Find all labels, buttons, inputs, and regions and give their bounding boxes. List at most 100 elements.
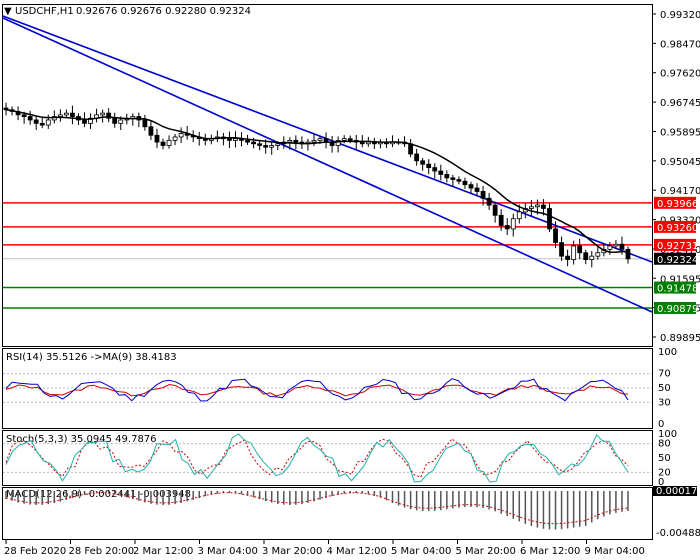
candle-body: [82, 119, 87, 124]
candle-body: [70, 112, 75, 117]
ohlc-values: 0.92676 0.92676 0.92280 0.92324: [76, 6, 251, 17]
candle-body: [414, 153, 420, 162]
candle-body: [474, 187, 480, 192]
main-chart-frame[interactable]: [2, 4, 653, 347]
candle-body: [287, 139, 293, 143]
candle-body: [45, 119, 51, 126]
candle-body: [233, 138, 238, 141]
candle-body: [365, 141, 371, 145]
time-tick-label: 28 Feb 2020: [4, 546, 66, 557]
candle-body: [516, 211, 522, 220]
candle-body: [535, 204, 540, 208]
time-tick-label: 5 Mar 20:00: [456, 546, 516, 557]
level-label: 0.92731: [657, 241, 698, 252]
macd-tick-top: 0.000177: [656, 486, 700, 497]
candle-body: [341, 138, 347, 141]
candle-body: [172, 136, 178, 141]
stoch-tick-label: 0: [658, 477, 664, 488]
time-tick-label: 3 Mar 04:00: [198, 546, 258, 557]
time-tick-label: 6 Mar 12:00: [520, 546, 580, 557]
candle-body: [595, 252, 601, 257]
candle-body: [456, 179, 462, 182]
candle-body: [480, 191, 486, 199]
candle-body: [559, 242, 564, 257]
candle-body: [106, 112, 112, 119]
candle-body: [148, 126, 154, 136]
candle-body: [607, 245, 613, 250]
stoch-tick-label: 100: [658, 429, 677, 440]
candle-body: [21, 114, 27, 117]
stoch-main-line: [5, 433, 629, 483]
time-tick-label: 4 Mar 12:00: [327, 546, 387, 557]
price-tick-label: 0.95895: [660, 127, 700, 138]
candle-body: [541, 204, 546, 209]
candle-body: [528, 206, 534, 209]
candle-body: [142, 119, 148, 128]
time-tick-label: 9 Mar 04:00: [585, 546, 645, 557]
candle-body: [468, 184, 474, 189]
candle-body: [269, 145, 275, 148]
chart-menu-icon[interactable]: ▼: [4, 6, 12, 17]
level-tag: [654, 238, 696, 251]
candle-body: [166, 139, 172, 146]
channel-lower-line[interactable]: [2, 17, 653, 313]
candle-body: [263, 145, 269, 148]
rsi-tick-label: 30: [658, 397, 671, 408]
candle-body: [625, 248, 631, 260]
level-label: 0.91478: [657, 284, 698, 295]
level-tag: [654, 281, 696, 294]
stoch-tick-label: 20: [658, 467, 671, 478]
candle-body: [492, 204, 498, 216]
level-label: 0.93260: [657, 223, 698, 234]
candle-body: [293, 139, 299, 143]
candle-body: [27, 116, 33, 121]
candle-body: [420, 160, 426, 165]
candle-body: [359, 141, 365, 145]
rsi-tick-label: 70: [658, 369, 671, 380]
candle-body: [613, 243, 619, 247]
candle-body: [553, 228, 558, 243]
current-price-label: 0.92324: [657, 255, 698, 266]
candle-body: [450, 177, 456, 180]
price-tick-label: 0.98470: [660, 39, 700, 50]
price-tick-label: 0.97620: [660, 69, 700, 80]
candle-body: [257, 143, 263, 146]
candle-body: [160, 141, 166, 146]
candle-body: [100, 112, 106, 116]
candle-body: [335, 139, 341, 146]
candle-body: [510, 218, 516, 230]
candle-body: [547, 208, 552, 230]
time-tick-label: 5 Mar 04:00: [391, 546, 451, 557]
candle-body: [251, 141, 256, 145]
candle-body: [275, 143, 281, 146]
price-tick-label: 0.96745: [660, 98, 700, 109]
time-tick-label: 3 Mar 20:00: [262, 546, 322, 557]
candle-body: [317, 138, 323, 141]
candle-body: [444, 174, 450, 179]
candle-body: [432, 167, 438, 172]
time-tick-label: 2 Mar 12:00: [133, 546, 193, 557]
candle-body: [565, 255, 571, 260]
candle-body: [33, 119, 39, 124]
candle-body: [63, 112, 69, 116]
stoch-title: Stoch(5,3,3) 35.0945 49.7876: [6, 434, 157, 445]
candle-body: [57, 114, 63, 117]
candle-body: [178, 133, 184, 138]
candle-body: [227, 138, 232, 141]
symbol-label: USDCHF,H1: [15, 6, 74, 17]
level-label: 0.90879: [657, 304, 698, 315]
candle-body: [154, 134, 160, 143]
price-tick-label: 0.95045: [660, 157, 700, 168]
price-tick-label: 0.91595: [660, 274, 700, 285]
level-label: 0.93966: [657, 199, 698, 210]
candle-body: [311, 139, 317, 143]
stoch-frame: [2, 430, 653, 486]
macd-signal-line: [5, 492, 629, 525]
stoch-signal-line: [5, 438, 629, 478]
candle-body: [426, 163, 432, 169]
level-tag: [654, 220, 696, 233]
stoch-tick-label: 80: [658, 439, 671, 450]
price-tick-label: 0.94170: [660, 186, 700, 197]
